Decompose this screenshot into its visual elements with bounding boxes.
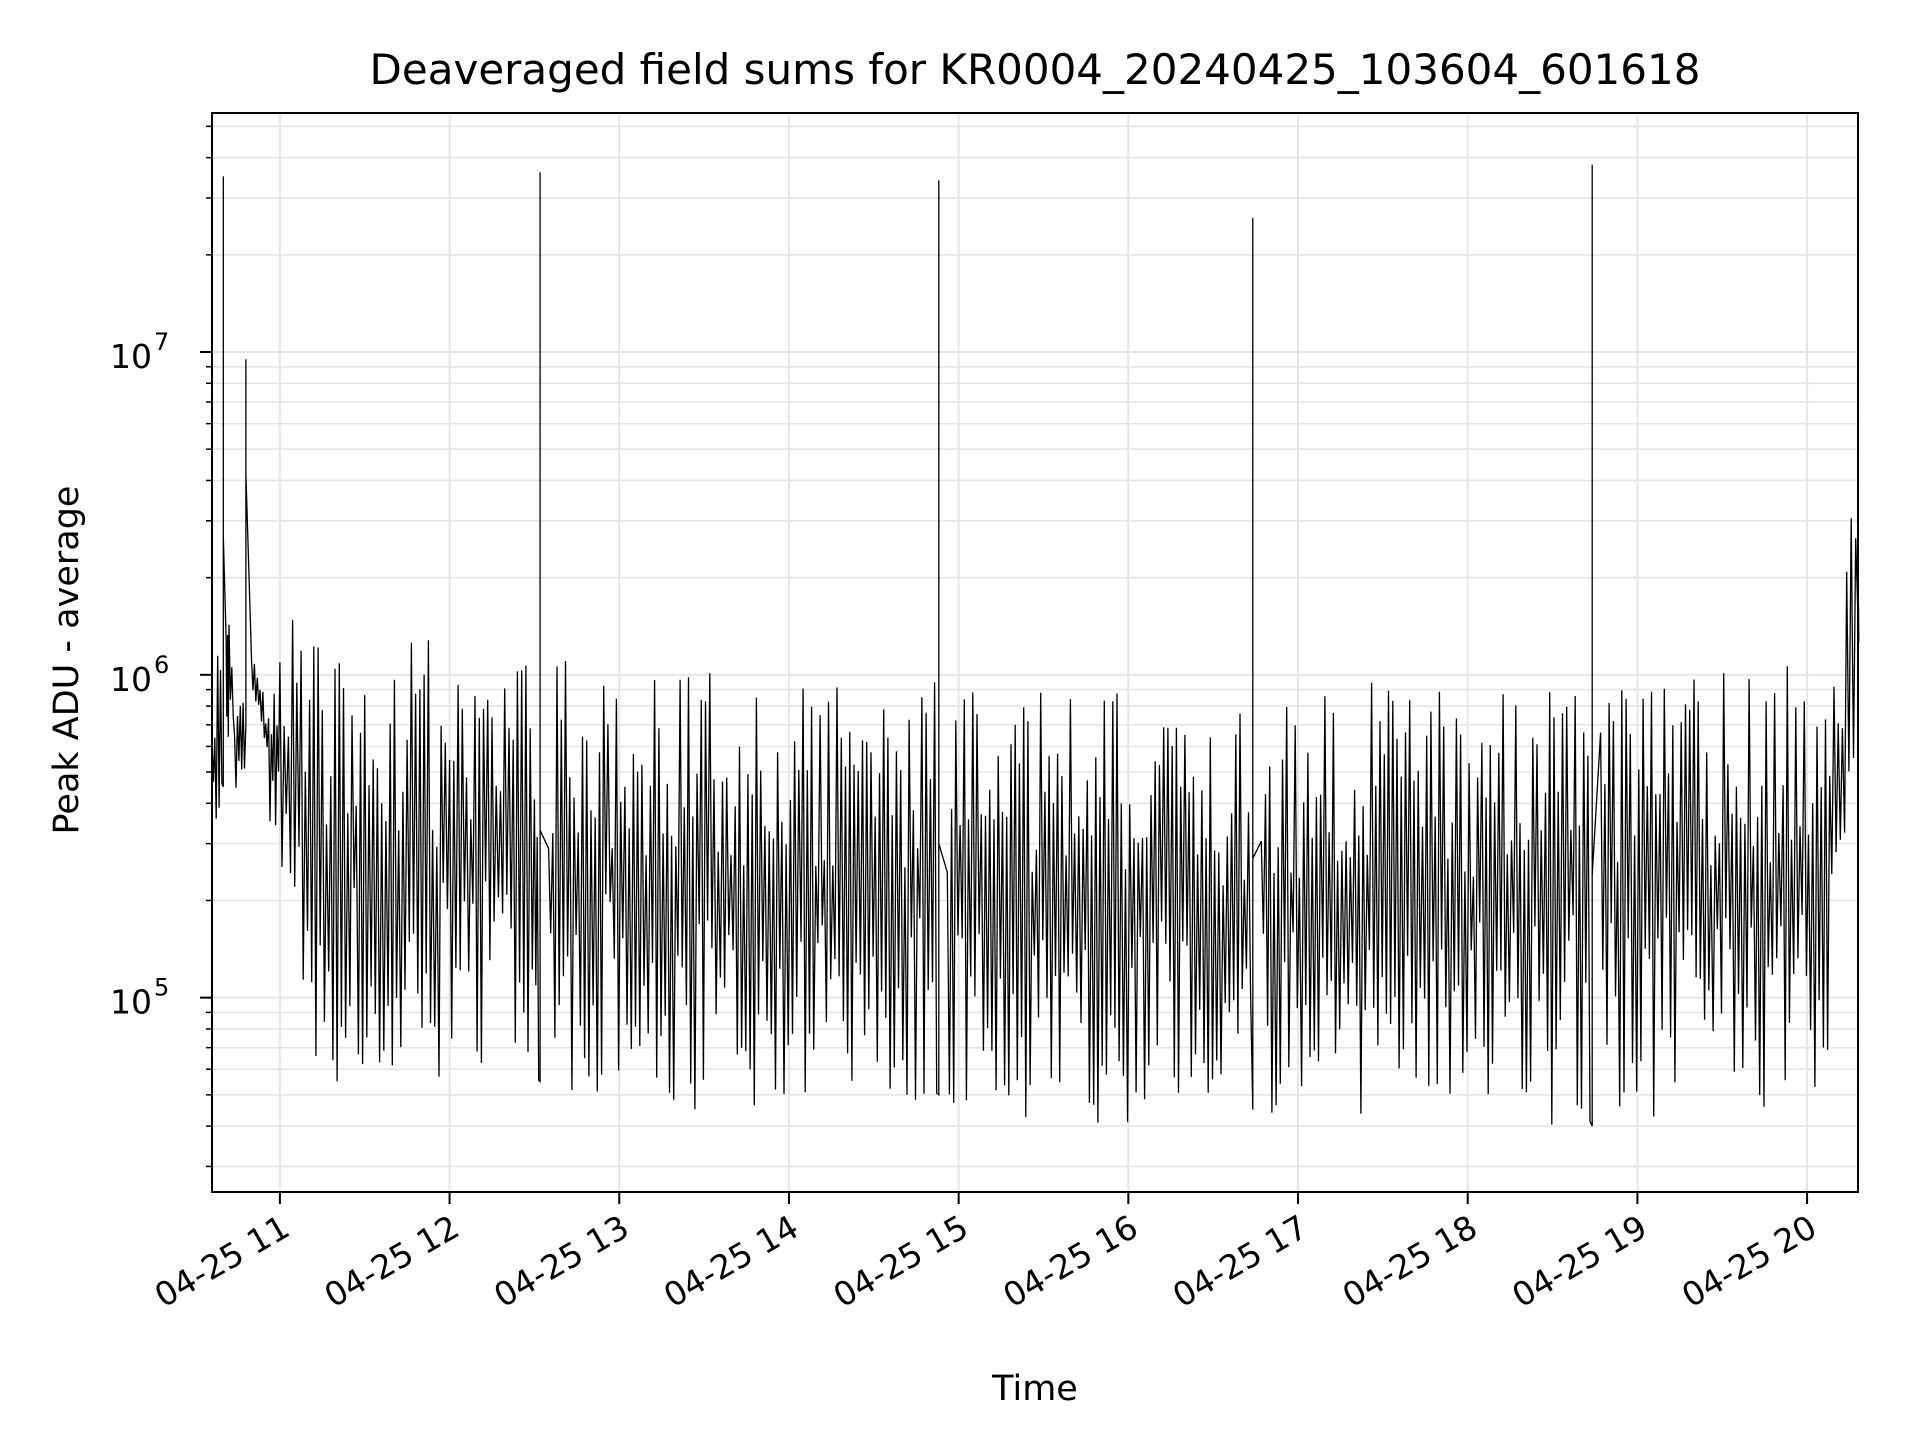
y-tick-label-exponent: 7 [154, 328, 169, 356]
y-tick-label-exponent: 5 [154, 974, 169, 1002]
y-axis-label: Peak ADU - average [47, 486, 87, 835]
plot-frame [211, 112, 1859, 1193]
chart-title: Deaveraged field sums for KR0004_2024042… [370, 45, 1701, 94]
y-tick-label-base: 10 [110, 983, 152, 1022]
y-tick-label-base: 10 [110, 337, 152, 376]
y-tick-label-exponent: 6 [154, 651, 169, 679]
data-layer [211, 164, 1860, 1127]
series-line [211, 164, 1860, 1127]
y-tick-label-base: 10 [110, 660, 152, 699]
x-axis-label: Time [991, 1369, 1078, 1409]
